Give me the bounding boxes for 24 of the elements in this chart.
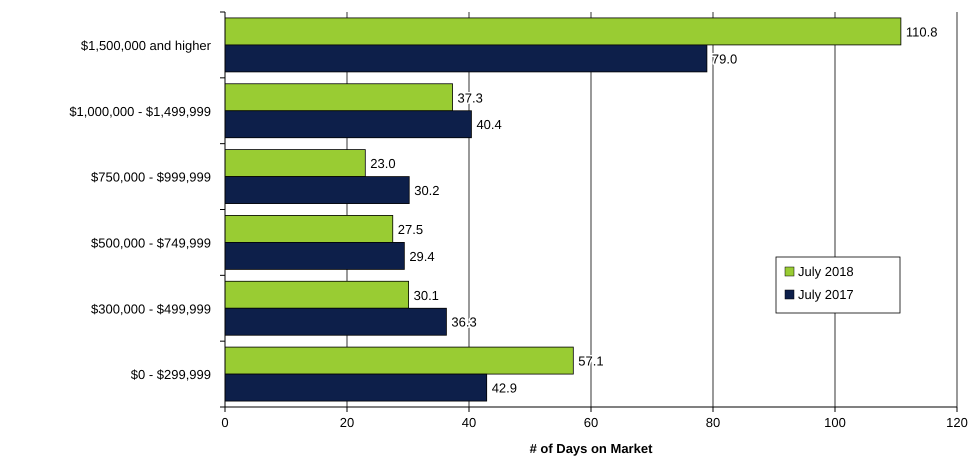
legend-label: July 2017 bbox=[798, 287, 854, 302]
y-tick-label: $750,000 - $999,999 bbox=[91, 170, 211, 185]
legend-label: July 2018 bbox=[798, 264, 854, 279]
data-label: 27.5 bbox=[398, 222, 424, 237]
x-tick-label: 120 bbox=[946, 415, 968, 430]
data-label: 40.4 bbox=[476, 117, 502, 132]
y-tick-label: $500,000 - $749,999 bbox=[91, 235, 211, 250]
x-tick-label: 100 bbox=[824, 415, 846, 430]
data-label: 30.2 bbox=[414, 183, 440, 198]
data-label: 29.4 bbox=[409, 248, 435, 264]
y-tick-label: $300,000 - $499,999 bbox=[91, 301, 211, 316]
y-tick-label: $1,000,000 - $1,499,999 bbox=[69, 104, 211, 119]
x-tick-label: 80 bbox=[706, 415, 720, 430]
y-tick-label: $0 - $299,999 bbox=[130, 367, 211, 382]
x-axis-title: # of Days on Market bbox=[530, 441, 654, 456]
x-tick-label: 20 bbox=[340, 415, 354, 430]
x-tick-label: 60 bbox=[584, 415, 598, 430]
data-label: 23.0 bbox=[370, 156, 396, 172]
data-label: 30.1 bbox=[414, 288, 439, 303]
data-label: 110.8 bbox=[906, 24, 938, 40]
data-label: 42.9 bbox=[492, 380, 518, 396]
x-tick-label: 0 bbox=[221, 415, 229, 430]
y-tick-label: $1,500,000 and higher bbox=[80, 38, 212, 53]
x-tick-label: 40 bbox=[462, 415, 476, 430]
